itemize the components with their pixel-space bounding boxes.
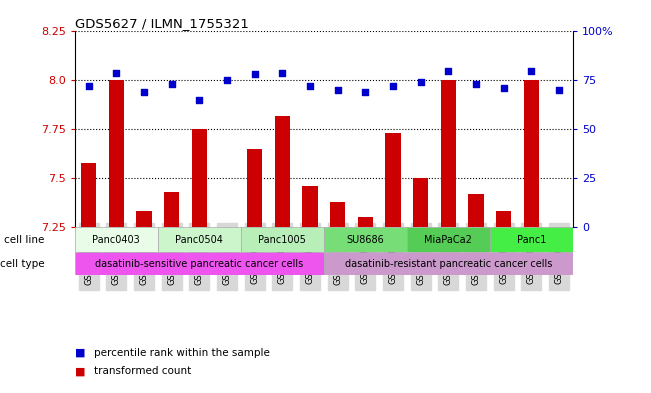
Point xyxy=(194,97,204,103)
Bar xyxy=(441,80,456,227)
Bar xyxy=(407,227,490,252)
Point xyxy=(249,72,260,78)
Text: Panc1005: Panc1005 xyxy=(258,235,307,244)
Bar xyxy=(275,116,290,227)
Text: Panc0504: Panc0504 xyxy=(175,235,223,244)
Point xyxy=(111,70,122,76)
Point xyxy=(526,68,536,74)
Point xyxy=(83,83,94,89)
Bar xyxy=(75,252,324,275)
Bar xyxy=(192,129,207,227)
Point xyxy=(499,85,509,91)
Point xyxy=(471,81,481,87)
Bar xyxy=(358,217,373,227)
Bar xyxy=(303,186,318,227)
Text: Panc1: Panc1 xyxy=(517,235,546,244)
Point xyxy=(415,79,426,85)
Bar xyxy=(75,227,158,252)
Point xyxy=(305,83,315,89)
Text: GDS5627 / ILMN_1755321: GDS5627 / ILMN_1755321 xyxy=(75,17,249,30)
Point xyxy=(554,87,564,93)
Point xyxy=(139,89,149,95)
Point xyxy=(222,77,232,83)
Bar xyxy=(524,80,539,227)
Text: dasatinib-resistant pancreatic cancer cells: dasatinib-resistant pancreatic cancer ce… xyxy=(344,259,552,268)
Bar xyxy=(158,227,241,252)
Text: SU8686: SU8686 xyxy=(346,235,384,244)
Text: transformed count: transformed count xyxy=(94,366,191,376)
Text: Panc0403: Panc0403 xyxy=(92,235,140,244)
Bar xyxy=(137,211,152,227)
Bar xyxy=(413,178,428,227)
Bar xyxy=(324,252,573,275)
Text: percentile rank within the sample: percentile rank within the sample xyxy=(94,347,270,358)
Bar xyxy=(241,227,324,252)
Point xyxy=(388,83,398,89)
Bar xyxy=(469,194,484,227)
Bar xyxy=(330,202,345,227)
Text: MiaPaCa2: MiaPaCa2 xyxy=(424,235,473,244)
Bar xyxy=(385,133,400,227)
Text: cell type: cell type xyxy=(0,259,44,268)
Text: dasatinib-sensitive pancreatic cancer cells: dasatinib-sensitive pancreatic cancer ce… xyxy=(95,259,303,268)
Text: ■: ■ xyxy=(75,347,85,358)
Bar xyxy=(324,227,407,252)
Bar xyxy=(496,211,511,227)
Point xyxy=(443,68,454,74)
Point xyxy=(333,87,343,93)
Bar xyxy=(164,192,179,227)
Point xyxy=(167,81,177,87)
Point xyxy=(360,89,370,95)
Bar xyxy=(109,80,124,227)
Bar xyxy=(247,149,262,227)
Bar xyxy=(490,227,573,252)
Text: ■: ■ xyxy=(75,366,85,376)
Point xyxy=(277,70,288,76)
Text: cell line: cell line xyxy=(4,235,44,244)
Bar xyxy=(81,163,96,227)
